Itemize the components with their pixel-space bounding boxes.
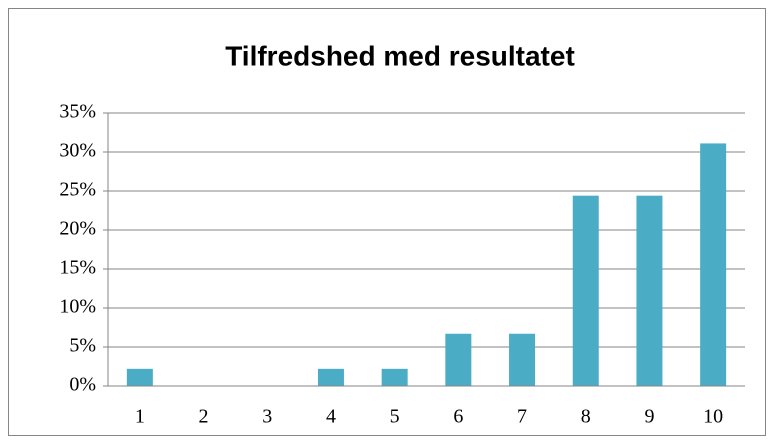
y-tick-label: 0% bbox=[69, 374, 96, 396]
x-tick-label: 10 bbox=[703, 406, 723, 428]
x-tick-label: 2 bbox=[199, 406, 209, 428]
bar bbox=[317, 368, 344, 386]
y-tick-label: 10% bbox=[59, 296, 96, 318]
x-tick-label: 4 bbox=[326, 406, 336, 428]
x-tick-label: 8 bbox=[581, 406, 591, 428]
bar bbox=[509, 333, 536, 386]
chart-title: Tilfredshed med resultatet bbox=[225, 40, 575, 71]
y-tick-label: 15% bbox=[59, 257, 96, 279]
x-tick-label: 5 bbox=[390, 406, 400, 428]
bar bbox=[636, 195, 663, 386]
bar bbox=[572, 195, 599, 386]
y-tick-label: 5% bbox=[69, 335, 96, 357]
y-tick-label: 25% bbox=[59, 179, 96, 201]
bar bbox=[445, 333, 472, 386]
x-tick-label: 9 bbox=[644, 406, 654, 428]
y-tick-label: 35% bbox=[59, 101, 96, 123]
x-tick-label: 7 bbox=[517, 406, 527, 428]
x-tick-label: 6 bbox=[453, 406, 463, 428]
x-tick-label: 3 bbox=[262, 406, 272, 428]
x-tick-label: 1 bbox=[135, 406, 145, 428]
bar bbox=[126, 368, 153, 386]
bar bbox=[381, 368, 408, 386]
bar bbox=[700, 143, 727, 386]
y-tick-label: 20% bbox=[59, 218, 96, 240]
y-tick-label: 30% bbox=[59, 140, 96, 162]
